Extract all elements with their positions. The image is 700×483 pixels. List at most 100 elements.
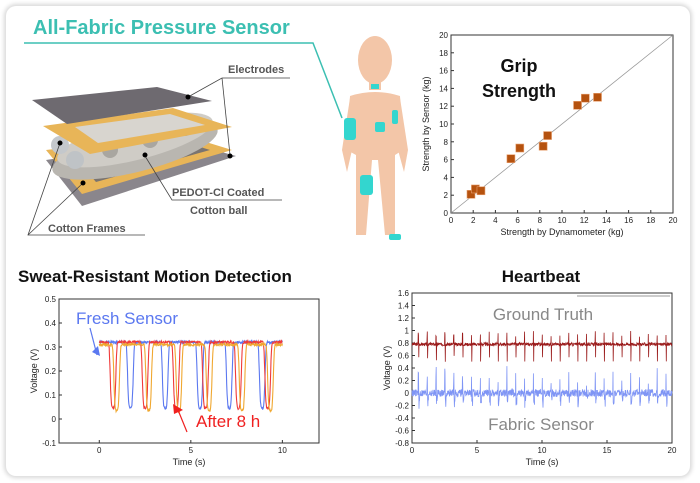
y-tick-label: -0.1 [42, 439, 56, 448]
grip-strength-chart: 0 2 4 6 8 10 12 14 16 18 20 0 2 4 6 8 10 12 14 16 18 20 Streng… [421, 31, 678, 237]
x-tick-label: 0 [410, 446, 415, 455]
arm-sensor-patch [344, 118, 356, 140]
data-point [543, 131, 552, 140]
x-axis-label: Time (s) [526, 457, 559, 467]
series-line-1 [98, 339, 283, 411]
y-tick-label: 0.3 [45, 343, 57, 352]
motion-detection-chart: Sweat-Resistant Motion Detection 0 5 10 -0.1… [18, 267, 320, 467]
annotation-ground-truth: Ground Truth [493, 305, 593, 324]
diagram-title: All-Fabric Pressure Sensor [33, 17, 290, 39]
x-tick-label: 0 [97, 446, 102, 455]
data-point [573, 101, 582, 110]
label-coated-ball-1: PEDOT-Cl Coated [172, 187, 264, 199]
y-tick-label: 0.1 [45, 391, 57, 400]
label-coated-ball-2: Cotton ball [190, 205, 247, 217]
fabric-sensor-line [411, 366, 673, 409]
chart-title-line1: Grip [500, 56, 537, 76]
x-axis-label: Strength by Dynamometer (kg) [500, 227, 623, 237]
label-electrodes: Electrodes [228, 64, 284, 76]
x-tick-label: 4 [493, 216, 498, 225]
y-tick-label: 0.2 [45, 367, 57, 376]
y-tick-label: 12 [439, 102, 448, 111]
label-cotton-frames: Cotton Frames [48, 223, 126, 235]
x-tick-label: 10 [278, 446, 287, 455]
y-tick-label: -0.2 [395, 402, 409, 411]
y-tick-label: 2 [444, 191, 449, 200]
knee-sensor-patch [360, 175, 373, 195]
data-point [476, 186, 486, 196]
x-tick-label: 0 [449, 216, 454, 225]
y-tick-label: 0 [405, 389, 410, 398]
series-line-2 [98, 338, 283, 411]
x-axis-label: Time (s) [173, 457, 206, 467]
x-tick-label: 15 [603, 446, 612, 455]
chart-title: Heartbeat [502, 267, 581, 286]
data-point [515, 143, 525, 153]
y-tick-label: 1.4 [398, 302, 410, 311]
neck-sensor-patch [371, 84, 379, 89]
x-tick-label: 14 [602, 216, 611, 225]
x-tick-label: 5 [189, 446, 194, 455]
annotation-after-8h: After 8 h [196, 412, 260, 431]
data-point [506, 154, 516, 164]
chart-title: Sweat-Resistant Motion Detection [18, 267, 292, 286]
human-figure-with-sensors [342, 36, 408, 240]
x-tick-label: 18 [646, 216, 655, 225]
background-panel [6, 6, 690, 476]
y-tick-label: 10 [439, 120, 448, 129]
chest-sensor-patch [375, 122, 385, 132]
y-tick-label: 1 [405, 327, 410, 336]
fresh-arrow-head [92, 346, 100, 356]
x-tick-label: 2 [471, 216, 476, 225]
x-tick-label: 8 [538, 216, 543, 225]
x-tick-label: 6 [515, 216, 520, 225]
upper-arm-sensor-patch [392, 110, 398, 124]
leader-lines [27, 77, 290, 236]
annotation-fabric-sensor: Fabric Sensor [488, 415, 594, 434]
y-tick-label: -0.4 [395, 414, 409, 423]
after-arrow-line [177, 409, 188, 433]
y-tick-label: 0.8 [398, 339, 410, 348]
y-tick-label: -0.8 [395, 439, 409, 448]
y-axis-label: Strength by Sensor (kg) [421, 76, 431, 171]
y-tick-label: 4 [444, 173, 449, 182]
chart-title-line2: Strength [482, 81, 556, 101]
x-tick-label: 5 [475, 446, 480, 455]
x-tick-label: 12 [580, 216, 589, 225]
y-axis-label: Voltage (V) [29, 349, 39, 394]
y-tick-label: 6 [444, 156, 449, 165]
y-tick-label: 14 [439, 84, 448, 93]
data-point [581, 93, 590, 103]
y-tick-label: 20 [439, 31, 448, 40]
x-tick-label: 10 [538, 446, 547, 455]
reference-line [450, 34, 674, 214]
top-electrode [32, 87, 212, 124]
sensor-diagram: All-Fabric Pressure Sensor [24, 17, 343, 236]
heartbeat-chart: Heartbeat 0 5 10 15 20 -0.8 -0.6 -0.4 -0.2 0 0.2 0.4… [382, 267, 677, 467]
annotation-fresh-sensor: Fresh Sensor [76, 309, 178, 328]
x-tick-label: 20 [669, 216, 678, 225]
data-point [593, 93, 602, 102]
y-tick-label: 0 [444, 209, 449, 218]
y-tick-label: 0.4 [398, 364, 410, 373]
after-arrow-head [173, 404, 183, 414]
data-point [538, 141, 548, 151]
foot-sensor-patch [389, 234, 401, 240]
series-line-3 [98, 341, 283, 414]
y-tick-label: 1.2 [398, 314, 410, 323]
title-connector-line [24, 42, 343, 119]
y-tick-label: -0.6 [395, 427, 409, 436]
y-tick-label: 0.2 [398, 377, 410, 386]
y-tick-label: 8 [444, 138, 449, 147]
x-tick-label: 10 [558, 216, 567, 225]
y-tick-label: 0.4 [45, 319, 57, 328]
y-tick-label: 1.6 [398, 289, 410, 298]
data-point [466, 190, 476, 199]
y-tick-label: 0 [52, 415, 57, 424]
y-axis-label: Voltage (V) [382, 346, 392, 391]
y-tick-label: 0.5 [45, 295, 57, 304]
ground-truth-line [411, 330, 673, 362]
y-tick-label: 16 [439, 67, 448, 76]
